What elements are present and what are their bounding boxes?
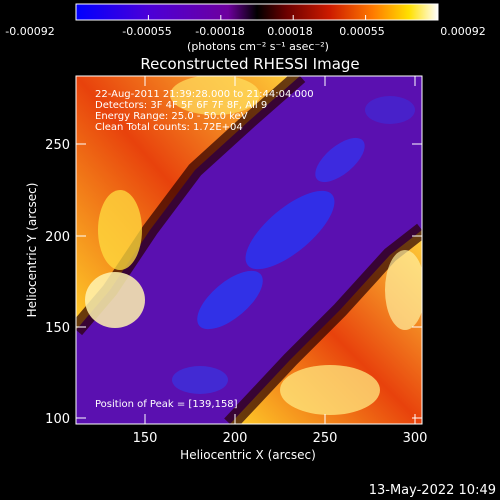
colorbar-tick-label: 0.00055: [339, 25, 385, 38]
clean-counts-text: Clean Total counts: 1.72E+04: [95, 122, 243, 133]
peak-position-text: Position of Peak = [139,158]: [95, 399, 238, 410]
colorbar-tick-label: -0.00018: [195, 25, 244, 38]
energy-range-text: Energy Range: 25.0 - 50.0 keV: [95, 111, 248, 122]
x-axis-title: Heliocentric X (arcsec): [180, 448, 316, 462]
plot-title: Reconstructed RHESSI Image: [140, 55, 359, 73]
colorbar-tick-label: 0.00092: [440, 25, 486, 38]
y-tick-label: 100: [45, 412, 70, 427]
rhessi-image: [76, 76, 422, 424]
x-tick-label: 250: [313, 431, 338, 446]
x-tick-label: 300: [403, 431, 428, 446]
time-range-text: 22-Aug-2011 21:39:28.000 to 21:44:04.000: [95, 89, 314, 100]
colorbar-unit-label: (photons cm⁻² s⁻¹ asec⁻²): [187, 40, 329, 53]
plot-frame: [75, 75, 423, 425]
detectors-text: Detectors: 3F 4F 5F 6F 7F 8F, All 9: [95, 100, 267, 111]
y-axis-ticks: [76, 143, 422, 419]
y-tick-label: 200: [45, 230, 70, 245]
y-tick-label: 150: [45, 321, 70, 336]
footer-timestamp: 13-May-2022 10:49: [369, 483, 496, 498]
colorbar-ticks: [75, 15, 439, 20]
colorbar: [75, 3, 439, 21]
y-axis-title: Heliocentric Y (arcsec): [25, 183, 39, 318]
colorbar-tick-label: -0.00055: [122, 25, 171, 38]
x-axis-ticks: [144, 76, 416, 424]
y-tick-label: 250: [45, 138, 70, 153]
colorbar-tick-label: -0.00092: [5, 25, 54, 38]
colorbar-tick-label: 0.00018: [267, 25, 313, 38]
x-tick-label: 200: [223, 431, 248, 446]
x-tick-label: 150: [133, 431, 158, 446]
